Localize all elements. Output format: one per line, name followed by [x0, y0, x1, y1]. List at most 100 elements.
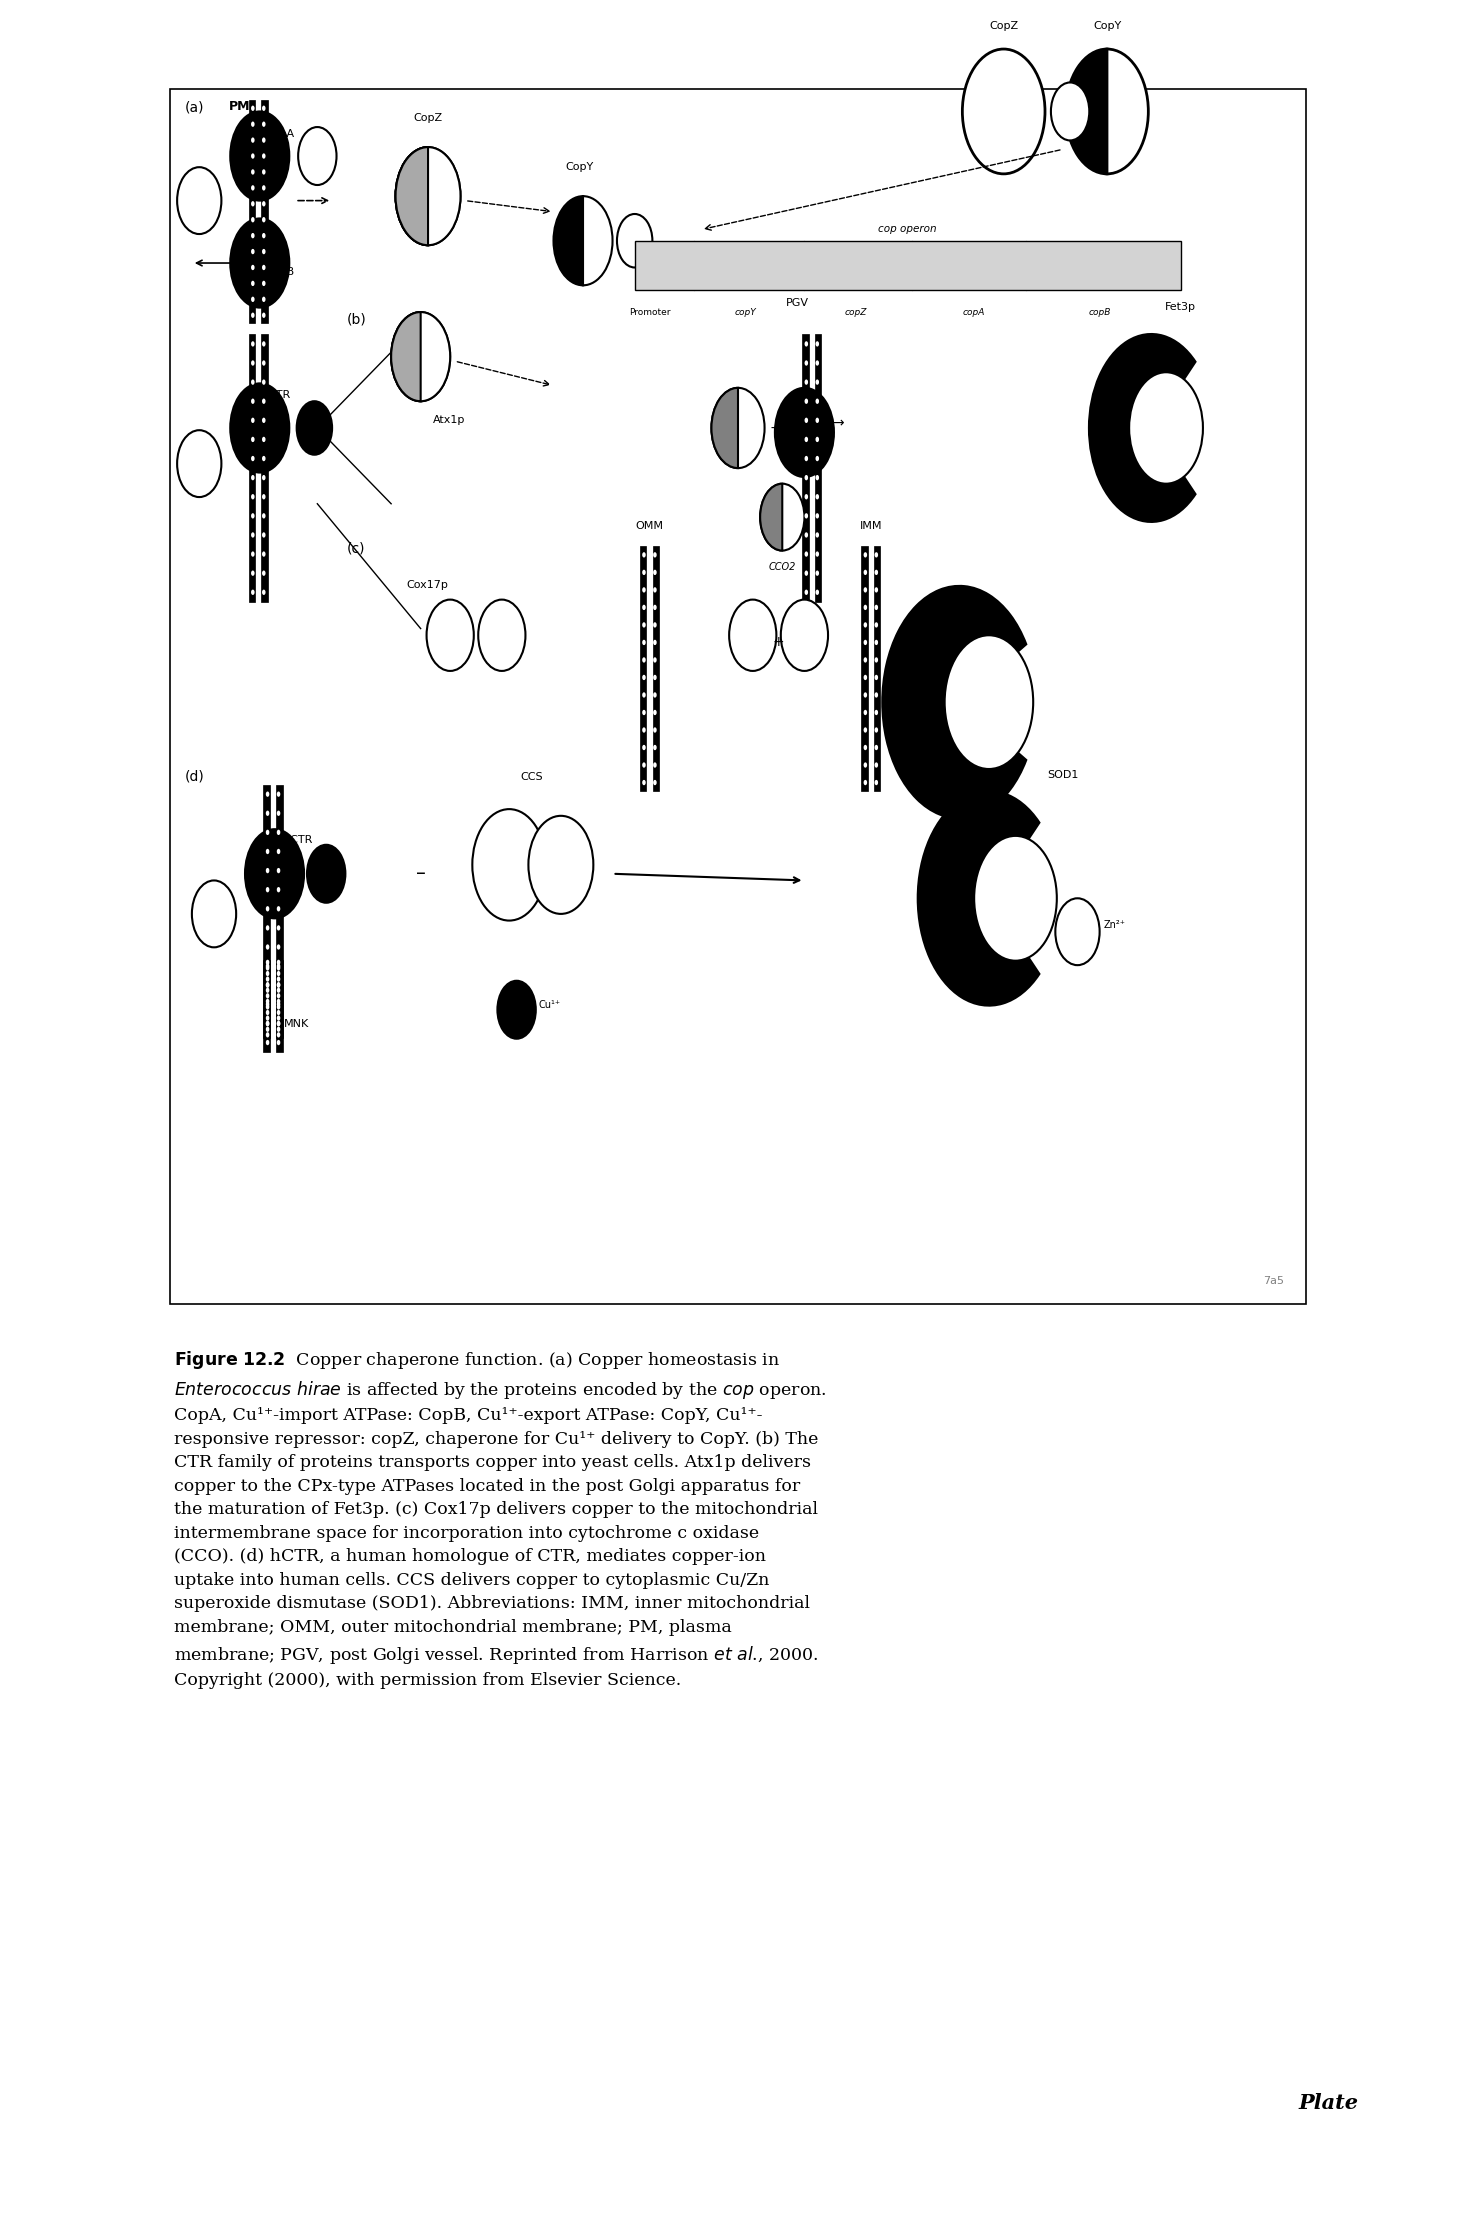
- Text: +: +: [769, 421, 781, 435]
- Circle shape: [1055, 898, 1100, 965]
- Circle shape: [1051, 82, 1089, 140]
- Text: CopB: CopB: [266, 267, 295, 276]
- Text: CopA: CopA: [266, 129, 295, 138]
- Circle shape: [775, 388, 834, 477]
- Circle shape: [263, 571, 266, 575]
- Bar: [803, 334, 809, 602]
- Circle shape: [804, 571, 807, 575]
- Circle shape: [277, 976, 280, 981]
- Text: CTR: CTR: [269, 390, 291, 399]
- Circle shape: [298, 127, 337, 185]
- Text: CCO2: CCO2: [769, 562, 796, 571]
- Wedge shape: [918, 791, 1039, 1005]
- Text: (d): (d): [184, 769, 204, 782]
- Circle shape: [654, 658, 657, 662]
- Text: Zn²⁺: Zn²⁺: [1104, 921, 1126, 929]
- Wedge shape: [396, 147, 428, 245]
- Circle shape: [251, 457, 254, 461]
- Circle shape: [654, 571, 657, 575]
- Circle shape: [263, 216, 266, 223]
- Circle shape: [277, 961, 280, 965]
- Text: CopZ: CopZ: [413, 114, 443, 123]
- Circle shape: [251, 105, 254, 111]
- Circle shape: [804, 341, 807, 345]
- Circle shape: [263, 312, 266, 319]
- Circle shape: [654, 553, 657, 557]
- Circle shape: [277, 1021, 280, 1025]
- Circle shape: [654, 744, 657, 751]
- Circle shape: [875, 553, 878, 557]
- Circle shape: [251, 591, 254, 595]
- Circle shape: [263, 495, 266, 499]
- Circle shape: [816, 495, 819, 499]
- Text: copZ: copZ: [844, 308, 868, 317]
- Circle shape: [277, 999, 280, 1003]
- Circle shape: [192, 880, 236, 947]
- Wedge shape: [428, 147, 461, 245]
- Circle shape: [266, 945, 269, 950]
- Circle shape: [277, 1001, 280, 1008]
- Circle shape: [711, 388, 765, 468]
- Text: MNK: MNK: [283, 1019, 308, 1028]
- Circle shape: [266, 907, 269, 912]
- Circle shape: [263, 399, 266, 403]
- Circle shape: [642, 675, 645, 680]
- Circle shape: [642, 640, 645, 644]
- Text: $\bf{Figure\ 12.2}$  Copper chaperone function. (a) Copper homeostasis in
$\it{E: $\bf{Figure\ 12.2}$ Copper chaperone fun…: [174, 1349, 827, 1690]
- Circle shape: [307, 845, 345, 903]
- Circle shape: [816, 591, 819, 595]
- Text: →: →: [832, 417, 844, 430]
- Circle shape: [804, 457, 807, 461]
- Circle shape: [251, 250, 254, 254]
- Wedge shape: [711, 388, 738, 468]
- Circle shape: [875, 586, 878, 593]
- Circle shape: [263, 154, 266, 158]
- Bar: [261, 334, 269, 602]
- Circle shape: [816, 379, 819, 386]
- Circle shape: [945, 635, 1033, 769]
- Circle shape: [266, 987, 269, 992]
- Circle shape: [263, 123, 266, 127]
- Circle shape: [266, 1016, 269, 1021]
- Circle shape: [863, 622, 866, 629]
- Text: copB: copB: [1088, 308, 1111, 317]
- Circle shape: [266, 965, 269, 970]
- Wedge shape: [391, 312, 421, 401]
- Circle shape: [277, 1010, 280, 1014]
- Circle shape: [230, 111, 289, 201]
- Circle shape: [617, 214, 652, 267]
- Circle shape: [654, 586, 657, 593]
- Bar: [263, 958, 270, 1036]
- Circle shape: [497, 981, 536, 1039]
- Circle shape: [804, 361, 807, 366]
- Circle shape: [263, 265, 266, 270]
- Circle shape: [277, 1028, 280, 1032]
- Circle shape: [863, 640, 866, 644]
- Text: CopY: CopY: [565, 163, 593, 172]
- Circle shape: [863, 675, 866, 680]
- Circle shape: [654, 709, 657, 716]
- Circle shape: [263, 437, 266, 441]
- Text: IMM: IMM: [859, 522, 883, 531]
- Circle shape: [251, 138, 254, 143]
- Circle shape: [804, 495, 807, 499]
- Circle shape: [251, 417, 254, 424]
- Circle shape: [251, 361, 254, 366]
- Circle shape: [266, 1021, 269, 1025]
- Circle shape: [251, 281, 254, 285]
- Circle shape: [642, 658, 645, 662]
- Circle shape: [251, 437, 254, 441]
- Circle shape: [251, 475, 254, 479]
- Circle shape: [266, 963, 269, 970]
- Circle shape: [277, 925, 280, 929]
- Text: CCO: CCO: [962, 847, 986, 856]
- Wedge shape: [1107, 49, 1148, 174]
- Circle shape: [804, 379, 807, 386]
- Circle shape: [962, 49, 1045, 174]
- Circle shape: [863, 571, 866, 575]
- Circle shape: [642, 571, 645, 575]
- Circle shape: [875, 571, 878, 575]
- Circle shape: [875, 780, 878, 785]
- Circle shape: [804, 399, 807, 403]
- Circle shape: [251, 154, 254, 158]
